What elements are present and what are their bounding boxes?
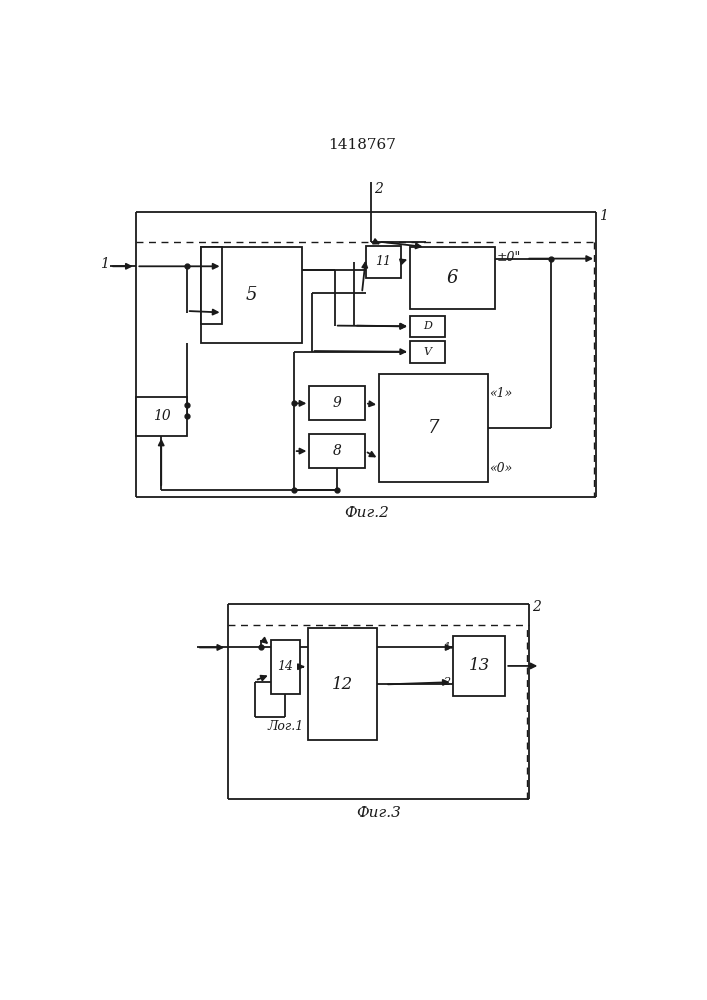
Bar — [410, 247, 495, 309]
Bar — [201, 247, 223, 324]
Text: 1: 1 — [443, 642, 450, 652]
Text: 6: 6 — [447, 269, 458, 287]
Text: 9: 9 — [333, 396, 341, 410]
Text: Фиг.2: Фиг.2 — [344, 506, 389, 520]
Text: 11: 11 — [375, 255, 391, 268]
Bar — [309, 434, 365, 468]
Text: 1: 1 — [599, 209, 608, 223]
Bar — [271, 640, 300, 694]
Bar — [309, 386, 365, 420]
Text: «1»: «1» — [489, 387, 513, 400]
Text: «0»: «0» — [489, 462, 513, 475]
Bar — [379, 374, 488, 482]
Text: 1: 1 — [100, 257, 109, 271]
Text: 13: 13 — [468, 657, 490, 674]
Text: V: V — [423, 347, 431, 357]
Text: D: D — [423, 321, 432, 331]
Text: 2: 2 — [443, 677, 450, 687]
Bar — [201, 247, 301, 343]
Text: Фиг.3: Фиг.3 — [356, 806, 401, 820]
Text: 10: 10 — [153, 409, 170, 423]
Text: 8: 8 — [333, 444, 341, 458]
Text: 2: 2 — [373, 182, 382, 196]
Text: 7: 7 — [428, 419, 439, 437]
Text: 5: 5 — [245, 286, 257, 304]
Bar — [136, 397, 187, 436]
Text: 12: 12 — [332, 676, 354, 693]
Bar — [452, 636, 506, 696]
Text: ±0": ±0" — [497, 251, 521, 264]
Text: 1418767: 1418767 — [328, 138, 396, 152]
Bar — [366, 246, 401, 278]
Bar — [410, 341, 445, 363]
Text: 14: 14 — [277, 660, 293, 673]
Bar — [410, 316, 445, 337]
Text: Лог.1: Лог.1 — [267, 720, 303, 733]
Text: 2: 2 — [532, 600, 541, 614]
Bar — [308, 628, 378, 740]
